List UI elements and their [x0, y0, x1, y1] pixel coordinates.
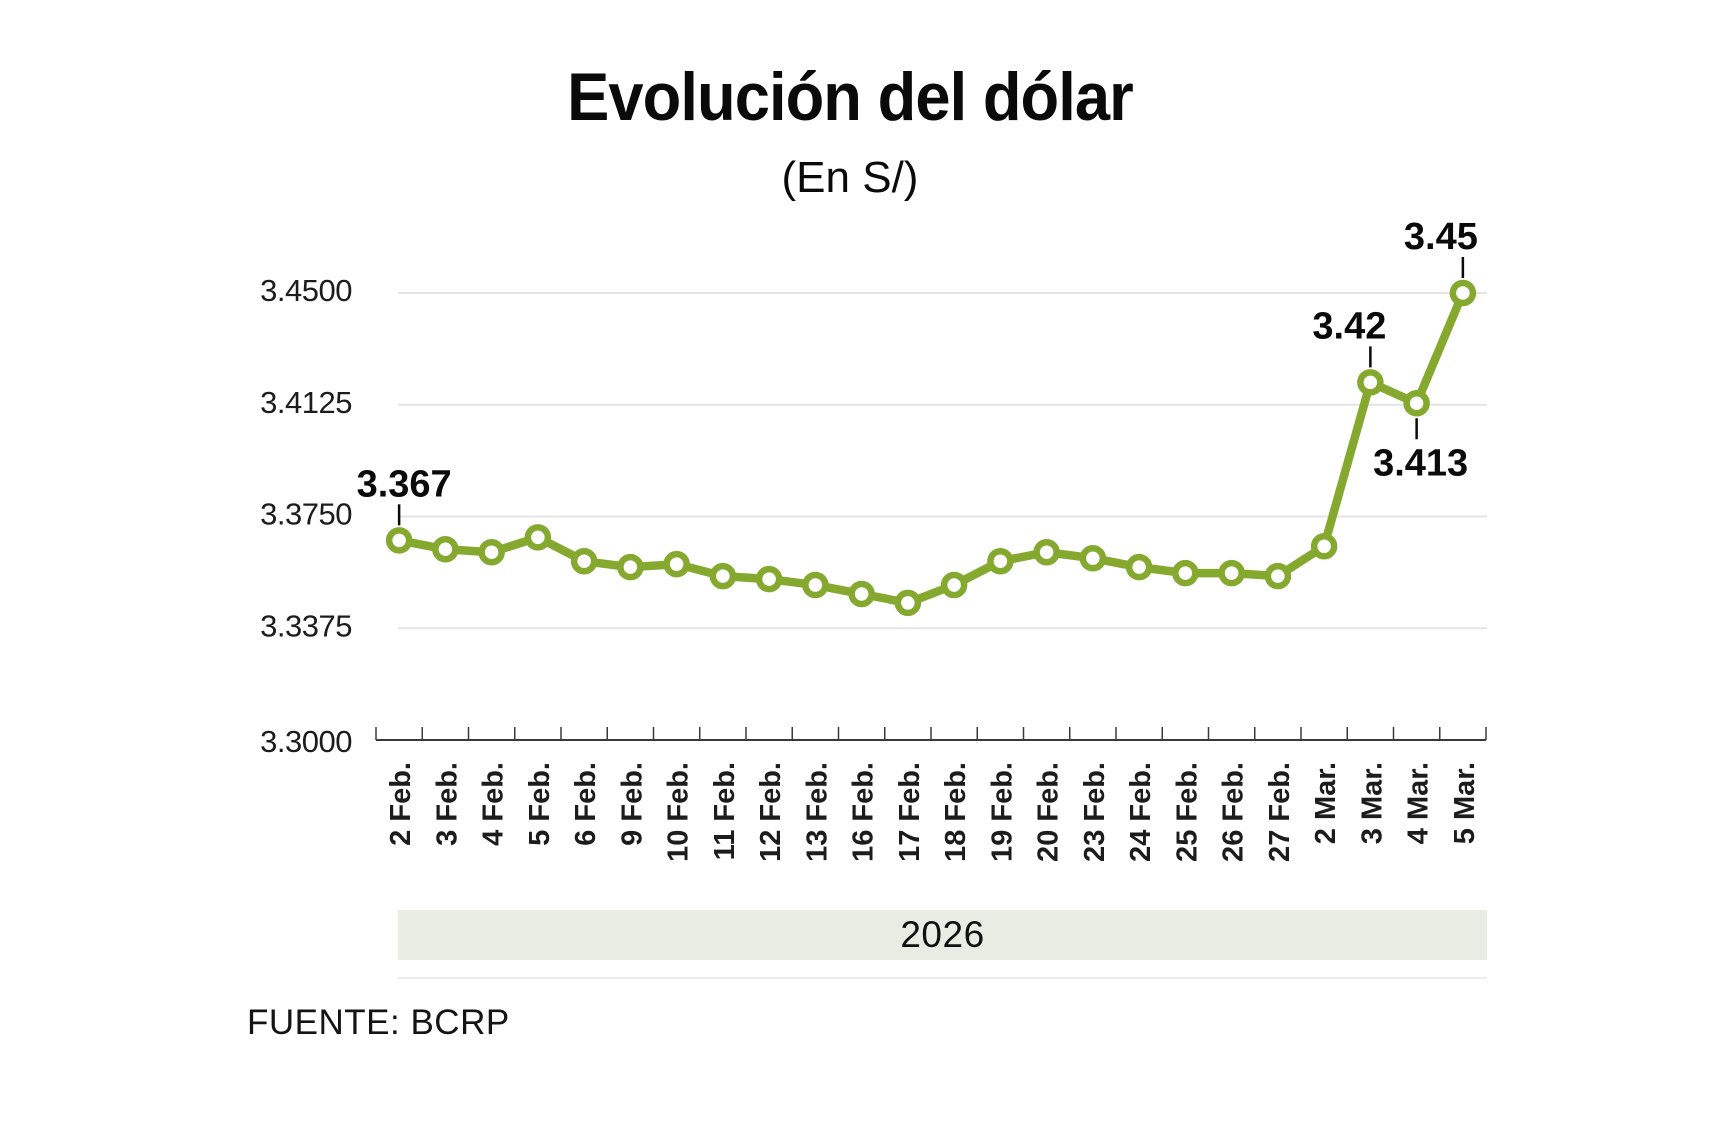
- data-point-marker: [848, 580, 875, 608]
- data-point-marker: [1357, 369, 1384, 396]
- chart-subtitle: (En S/): [781, 153, 919, 202]
- data-point-marker: [1449, 279, 1477, 307]
- data-point-marker: [385, 527, 413, 554]
- x-axis-date-label: 5 Feb.: [524, 762, 556, 846]
- x-axis-date-label: 2 Mar.: [1310, 762, 1342, 844]
- source-label: FUENTE: BCRP: [247, 1003, 510, 1042]
- x-axis-date-label: 12 Feb.: [755, 762, 787, 862]
- annotation-value-label: 3.367: [357, 463, 452, 505]
- y-axis-tick-label: 3.4125: [260, 385, 352, 420]
- x-axis-date-label: 25 Feb.: [1171, 762, 1203, 862]
- x-axis-date-label: 13 Feb.: [801, 762, 833, 862]
- data-point-marker: [987, 547, 1014, 575]
- annotation-value-label: 3.42: [1312, 305, 1386, 347]
- chart-title: Evolución del dólar: [567, 59, 1134, 135]
- x-axis-date-label: 9 Feb.: [616, 762, 648, 846]
- x-axis-date-label: 6 Feb.: [570, 762, 602, 846]
- data-point-marker: [432, 536, 459, 563]
- annotation-value-label: 3.413: [1373, 442, 1468, 484]
- data-point-marker: [1218, 559, 1245, 587]
- x-axis-date-label: 18 Feb.: [940, 762, 972, 862]
- year-band: 2026: [398, 910, 1487, 960]
- data-point-marker: [1310, 533, 1338, 560]
- x-axis-date-label: 24 Feb.: [1125, 762, 1157, 862]
- x-axis-date-label: 27 Feb.: [1264, 762, 1296, 862]
- x-axis-date-label: 5 Mar.: [1449, 762, 1481, 844]
- data-point-marker: [663, 550, 690, 578]
- y-axis-tick-label: 3.3375: [260, 608, 352, 643]
- data-point-marker: [709, 562, 737, 590]
- data-point-marker: [478, 539, 505, 566]
- year-label: 2026: [900, 914, 985, 955]
- x-axis-date-label: 11 Feb.: [709, 762, 741, 860]
- x-axis-date-label: 10 Feb.: [663, 762, 695, 862]
- y-axis-tick-label: 3.4500: [260, 273, 352, 308]
- data-point-marker: [755, 565, 783, 593]
- data-point-marker: [1079, 544, 1107, 572]
- data-point-marker: [1403, 390, 1430, 417]
- data-point-marker: [1033, 539, 1060, 566]
- data-point-marker: [894, 589, 922, 617]
- price-line: [394, 288, 1468, 608]
- x-axis-date-label: 4 Mar.: [1403, 762, 1435, 844]
- data-point-marker: [1264, 562, 1292, 590]
- data-point-marker: [1172, 559, 1199, 587]
- x-axis-date-label: 4 Feb.: [478, 762, 510, 846]
- x-axis-date-label: 16 Feb.: [848, 762, 880, 862]
- x-axis-date-label: 23 Feb.: [1079, 762, 1111, 862]
- data-point-marker: [570, 547, 598, 575]
- data-point-marker: [524, 524, 552, 551]
- x-axis-date-label: 3 Mar.: [1356, 762, 1388, 844]
- band-divider-line: [398, 977, 1487, 979]
- data-point-marker: [1125, 553, 1153, 581]
- data-point-marker: [617, 553, 644, 581]
- data-point-marker: [940, 571, 968, 599]
- data-point-marker: [802, 571, 829, 599]
- x-axis-date-label: 19 Feb.: [986, 762, 1018, 862]
- annotation-value-label: 3.45: [1404, 216, 1478, 258]
- y-axis-tick-label: 3.3000: [260, 724, 352, 759]
- x-axis-date-label: 26 Feb.: [1218, 762, 1250, 862]
- y-axis-tick-label: 3.3750: [260, 497, 352, 532]
- x-axis-date-label: 2 Feb.: [385, 762, 417, 846]
- x-axis-date-label: 17 Feb.: [894, 762, 926, 862]
- x-axis-date-label: 3 Feb.: [431, 762, 463, 846]
- x-axis-date-label: 20 Feb.: [1033, 762, 1065, 862]
